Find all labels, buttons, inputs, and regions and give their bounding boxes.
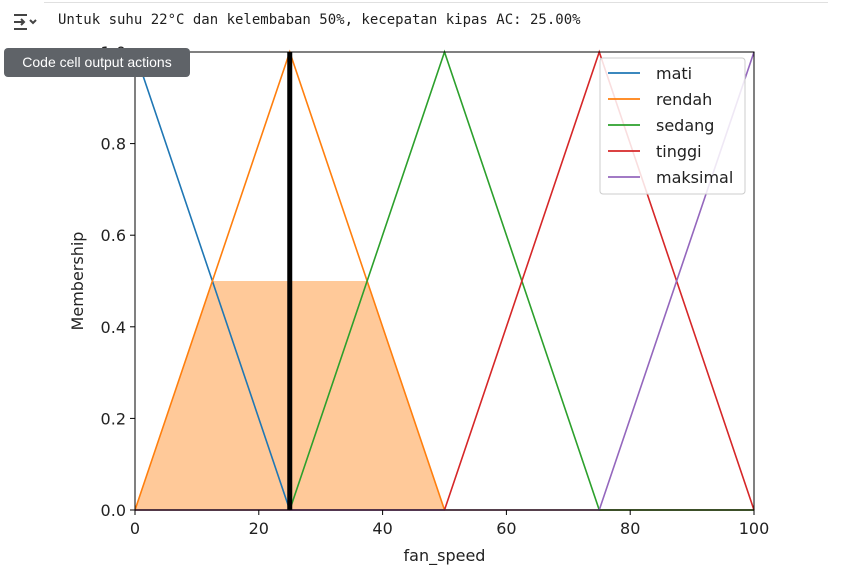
cell-top-rule	[44, 2, 828, 3]
cell-output-header: Untuk suhu 22°C dan kelembaban 50%, kece…	[0, 0, 863, 44]
legend-label-maksimal: maksimal	[656, 168, 733, 187]
legend-label-mati: mati	[656, 64, 692, 83]
x-tick-label: 80	[620, 519, 640, 538]
y-tick-label: 0.6	[101, 226, 126, 245]
y-axis-label: Membership	[68, 232, 87, 331]
legend-label-sedang: sedang	[656, 116, 714, 135]
output-toggle-icon[interactable]	[12, 10, 38, 34]
y-tick-label: 0.0	[101, 501, 126, 520]
x-tick-label: 40	[372, 519, 392, 538]
y-tick-label: 0.8	[101, 135, 126, 154]
x-tick-label: 60	[496, 519, 516, 538]
x-tick-label: 20	[249, 519, 269, 538]
cell-output-text: Untuk suhu 22°C dan kelembaban 50%, kece…	[58, 12, 581, 28]
chart-legend: mati rendah sedang tinggi maksimal	[599, 57, 746, 195]
legend-label-rendah: rendah	[656, 90, 712, 109]
code-cell-output-actions-tooltip: Code cell output actions	[4, 48, 190, 77]
x-axis-label: fan_speed	[404, 546, 486, 566]
legend-box	[599, 57, 746, 195]
x-tick-label: 100	[739, 519, 770, 538]
plot-frame	[134, 51, 755, 511]
y-tick-label: 0.2	[101, 409, 126, 428]
legend-label-tinggi: tinggi	[656, 142, 702, 161]
x-tick-label: 0	[130, 519, 140, 538]
y-tick-label: 0.4	[101, 318, 126, 337]
